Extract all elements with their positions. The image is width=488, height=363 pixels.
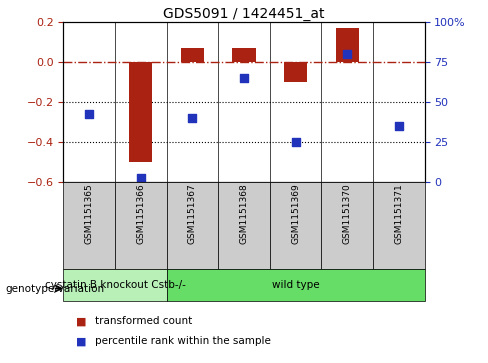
Title: GDS5091 / 1424451_at: GDS5091 / 1424451_at: [163, 7, 325, 21]
Text: GSM1151371: GSM1151371: [394, 183, 403, 244]
Text: GSM1151370: GSM1151370: [343, 183, 352, 244]
Bar: [181, 48, 204, 62]
Bar: [129, 62, 152, 162]
Point: [240, 75, 248, 81]
Point: [292, 139, 300, 144]
Text: ■: ■: [76, 336, 86, 346]
Point: [395, 123, 403, 129]
Bar: [115, 182, 166, 269]
Bar: [218, 182, 270, 269]
Bar: [166, 269, 425, 301]
Bar: [270, 182, 322, 269]
Bar: [322, 182, 373, 269]
Bar: [284, 62, 307, 82]
Bar: [166, 182, 218, 269]
Text: percentile rank within the sample: percentile rank within the sample: [95, 336, 271, 346]
Bar: [232, 48, 256, 62]
Bar: [63, 182, 115, 269]
Text: GSM1151366: GSM1151366: [136, 183, 145, 244]
Point: [188, 115, 196, 121]
Point: [85, 111, 93, 117]
Text: GSM1151368: GSM1151368: [240, 183, 248, 244]
Point: [343, 51, 351, 57]
Text: GSM1151369: GSM1151369: [291, 183, 300, 244]
Bar: [336, 28, 359, 62]
Text: genotype/variation: genotype/variation: [5, 284, 104, 294]
Text: transformed count: transformed count: [95, 316, 192, 326]
Text: cystatin B knockout Cstb-/-: cystatin B knockout Cstb-/-: [44, 280, 185, 290]
Bar: [63, 269, 166, 301]
Text: GSM1151367: GSM1151367: [188, 183, 197, 244]
Point: [137, 175, 145, 181]
Text: ■: ■: [76, 316, 86, 326]
Text: GSM1151365: GSM1151365: [85, 183, 94, 244]
Text: wild type: wild type: [272, 280, 320, 290]
Bar: [373, 182, 425, 269]
